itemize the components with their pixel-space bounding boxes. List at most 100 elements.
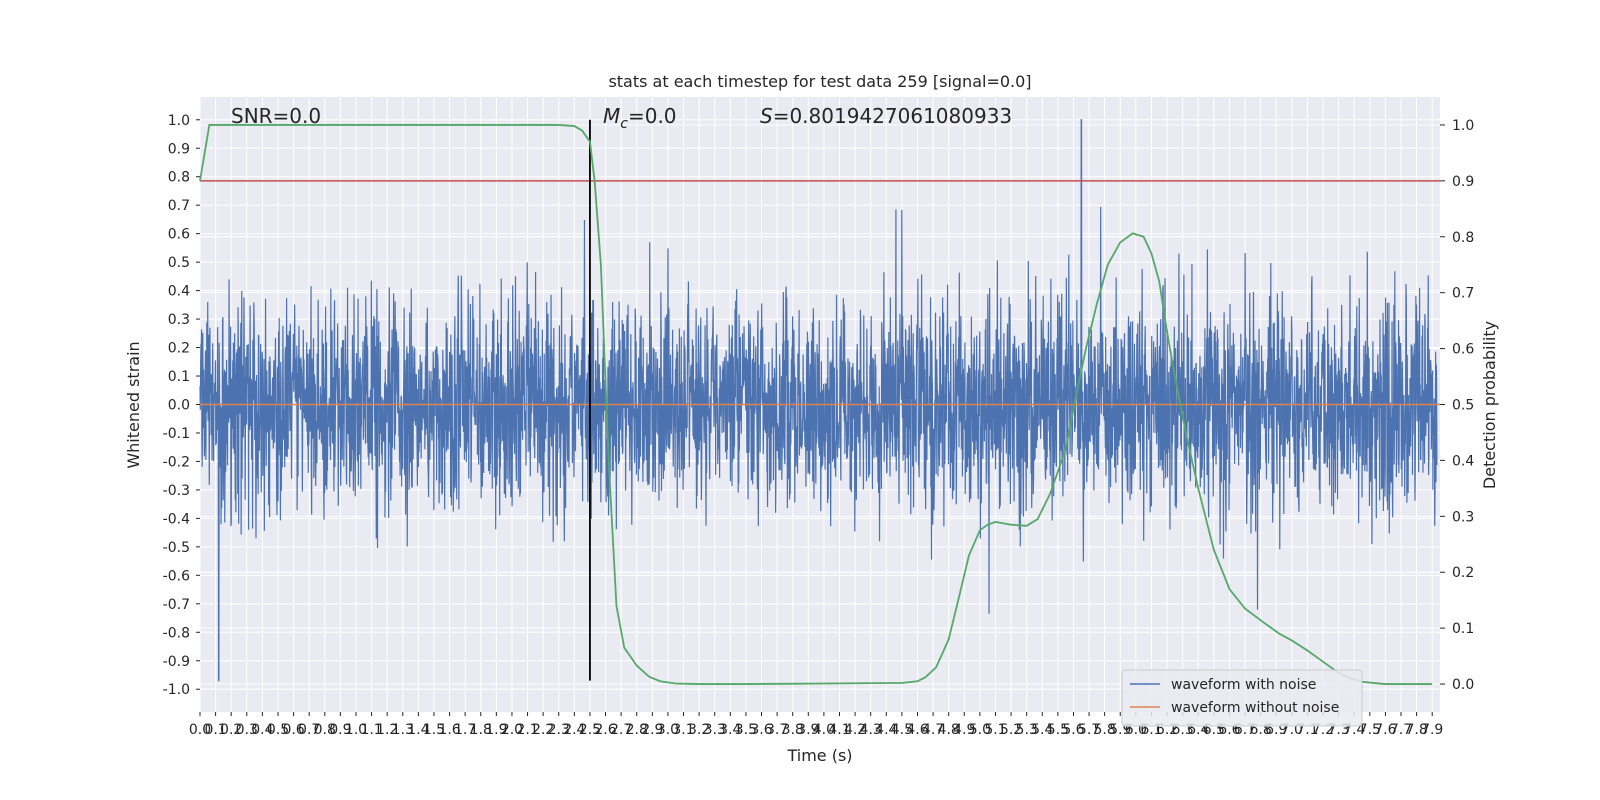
x-tick-label: 5.2	[1000, 722, 1022, 738]
x-tick-label: 1.3	[392, 722, 414, 738]
x-tick-label: 2.7	[610, 722, 632, 738]
y-tick-label: -0.4	[163, 511, 190, 527]
x-tick-label: 3.0	[657, 722, 679, 738]
y-tick-label: 0.1	[168, 369, 190, 385]
chart-title: stats at each timestep for test data 259…	[608, 72, 1031, 91]
legend-label-clean: waveform without noise	[1171, 700, 1339, 716]
y-tick-label: -1.0	[163, 682, 190, 698]
y-tick-label: -0.3	[163, 483, 190, 499]
y-tick-label: 0.3	[168, 312, 190, 328]
x-tick-label: 3.4	[719, 722, 741, 738]
x-tick-label: 7.6	[1374, 722, 1396, 738]
x-tick-label: 1.8	[470, 722, 492, 738]
annotation-mc-value: =0.0	[628, 104, 677, 128]
y-tick-label: -0.2	[163, 454, 190, 470]
annotation-s-value: =0.8019427061080933	[773, 104, 1012, 128]
detection-probability-line	[199, 124, 1433, 685]
x-tick-label: 2.6	[594, 722, 616, 738]
y-tick-label: -0.5	[163, 540, 190, 556]
legend: waveform with noise waveform without noi…	[1121, 669, 1363, 727]
x-tick-label: 3.8	[782, 722, 804, 738]
x-tick-label: 0.5	[267, 722, 289, 738]
x-tick-label: 2.3	[548, 722, 570, 738]
x-tick-label: 2.2	[532, 722, 554, 738]
y-tick-label: 0.9	[168, 141, 190, 157]
x-tick-label: 1.9	[485, 722, 507, 738]
y2-axis-label: Detection probability	[1480, 321, 1499, 489]
x-tick-label: 4.7	[922, 722, 944, 738]
y-tick-label: 0.2	[168, 341, 190, 357]
x-tick-label: 0.8	[314, 722, 336, 738]
annotation-mc-subscript: c	[620, 116, 628, 132]
x-tick-label: 5.3	[1016, 722, 1038, 738]
y-tick-label: 0.8	[168, 170, 190, 186]
y2-tick-label: 0.2	[1452, 565, 1474, 581]
x-tick-label: 3.9	[797, 722, 819, 738]
x-tick-label: 7.5	[1359, 722, 1381, 738]
x-tick-label: 0.3	[236, 722, 258, 738]
x-tick-label: 7.8	[1405, 722, 1427, 738]
y-tick-label: 0.4	[168, 284, 190, 300]
x-tick-label: 2.5	[579, 722, 601, 738]
x-tick-label: 7.7	[1390, 722, 1412, 738]
noise-waveform-line	[199, 119, 1438, 682]
x-tick-label: 0.4	[251, 722, 273, 738]
y-tick-label: 0.5	[168, 255, 190, 271]
y-tick-labels: 1.0 0.9 0.8 0.7 0.6 0.5 0.4 0.3 0.2 0.1 0.0 -0.1 -0.…	[163, 113, 200, 698]
y2-tick-label: 0.9	[1452, 174, 1474, 190]
y-tick-label: -0.9	[163, 654, 190, 670]
x-axis-label: Time (s)	[786, 746, 852, 765]
y2-tick-label: 0.8	[1452, 230, 1474, 246]
annotation-snr: SNR=0.0	[231, 104, 321, 128]
y2-tick-label: 0.5	[1452, 398, 1474, 414]
x-tick-label: 2.1	[516, 722, 538, 738]
x-tick-label: 5.5	[1047, 722, 1069, 738]
x-tick-label: 0.1	[204, 722, 226, 738]
y2-tick-label: 0.0	[1452, 677, 1474, 693]
y2-tick-label: 1.0	[1452, 118, 1474, 134]
x-tick-label: 7.9	[1421, 722, 1443, 738]
x-tick-label: 1.4	[407, 722, 429, 738]
y2-tick-label: 0.6	[1452, 342, 1474, 358]
x-tick-label: 2.8	[626, 722, 648, 738]
x-tick-label: 4.5	[891, 722, 913, 738]
annotation-mc: Mc=0.0	[603, 104, 677, 132]
legend-box	[1121, 669, 1363, 727]
x-tick-label: 3.6	[750, 722, 772, 738]
y2-tick-labels: 1.0 0.9 0.8 0.7 0.6 0.5 0.4 0.3 0.2 0.1 0.0	[1440, 118, 1474, 693]
x-tick-label: 4.1	[828, 722, 850, 738]
y2-tick-label: 0.1	[1452, 621, 1474, 637]
x-tick-label: 5.8	[1094, 722, 1116, 738]
x-tick-label: 2.9	[641, 722, 663, 738]
x-tick-label: 5.6	[1062, 722, 1084, 738]
x-tick-label: 1.2	[376, 722, 398, 738]
y-tick-label: 0.0	[168, 398, 190, 414]
y-tick-label: -0.8	[163, 625, 190, 641]
annotation-s-symbol: S	[760, 104, 773, 128]
x-tick-label: 3.7	[766, 722, 788, 738]
x-tick-label: 3.3	[704, 722, 726, 738]
x-tick-label: 1.0	[345, 722, 367, 738]
y-tick-label: -0.7	[163, 597, 190, 613]
x-tick-label: 4.4	[875, 722, 897, 738]
y2-tick-label: 0.3	[1452, 509, 1474, 525]
y-axis-label: Whitened strain	[124, 341, 143, 468]
x-tick-label: 2.4	[563, 722, 585, 738]
x-tick-label: 0.0	[189, 722, 211, 738]
x-tick-label: 0.7	[298, 722, 320, 738]
x-tick-label: 4.6	[906, 722, 928, 738]
annotation-s: S=0.8019427061080933	[760, 104, 1012, 128]
y2-tick-label: 0.4	[1452, 453, 1474, 469]
y2-tick-label: 0.7	[1452, 286, 1474, 302]
x-tick-label: 3.1	[672, 722, 694, 738]
x-tick-label: 5.4	[1031, 722, 1053, 738]
y-tick-label: 0.7	[168, 198, 190, 214]
x-tick-label: 4.0	[813, 722, 835, 738]
x-tick-label: 4.8	[938, 722, 960, 738]
x-tick-label: 0.2	[220, 722, 242, 738]
legend-label-noise: waveform with noise	[1171, 677, 1316, 693]
y-tick-label: 1.0	[168, 113, 190, 129]
x-tick-labels: 0.00.10.20.30.40.50.60.70.80.91.01.11.21…	[189, 712, 1443, 738]
x-tick-label: 1.5	[423, 722, 445, 738]
